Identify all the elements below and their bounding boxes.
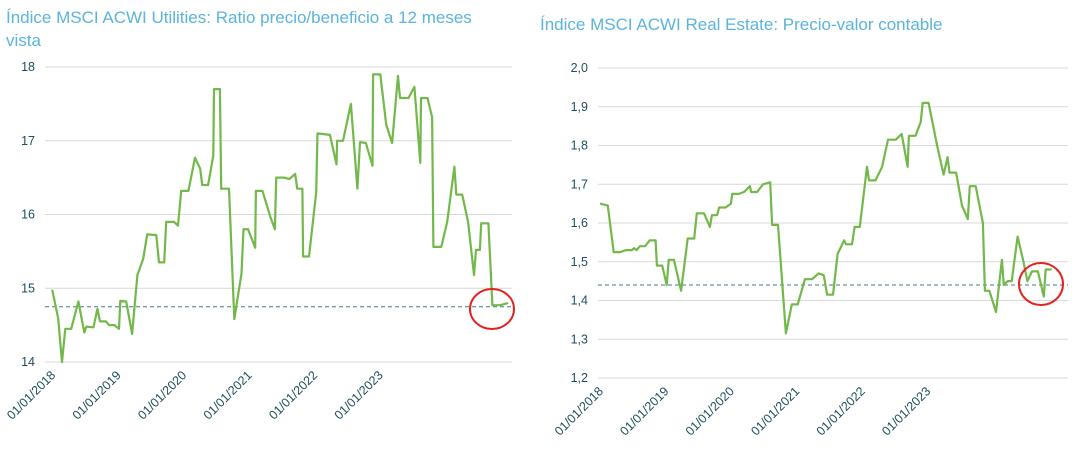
y-tick-label: 17 xyxy=(21,134,35,148)
y-tick-label: 1,2 xyxy=(571,371,588,385)
chart-title: Índice MSCI ACWI Real Estate: Precio-val… xyxy=(540,15,943,34)
y-tick-label: 1,7 xyxy=(571,177,588,191)
y-tick-label: 14 xyxy=(21,355,35,369)
data-line xyxy=(599,101,1052,335)
y-tick-label: 1,6 xyxy=(571,216,588,230)
highlight-circle xyxy=(469,288,515,330)
y-tick-label: 18 xyxy=(21,60,35,74)
x-tick-label: 01/01/2022 xyxy=(814,384,868,438)
x-tick-label: 01/01/2019 xyxy=(70,368,124,422)
x-tick-label: 01/01/2021 xyxy=(748,384,802,438)
x-tick-label: 01/01/2023 xyxy=(332,368,386,422)
y-tick-label: 1,4 xyxy=(571,294,588,308)
x-tick-label: 01/01/2018 xyxy=(4,368,58,422)
chart-title: Índice MSCI ACWI Utilities: Ratio precio… xyxy=(6,8,472,50)
y-tick-label: 2,0 xyxy=(571,61,588,75)
y-tick-label: 1,8 xyxy=(571,139,588,153)
x-tick-label: 01/01/2022 xyxy=(266,368,320,422)
y-tick-label: 1,5 xyxy=(571,255,588,269)
x-tick-label: 01/01/2020 xyxy=(135,368,189,422)
y-tick-label: 1,3 xyxy=(571,332,588,346)
y-tick-label: 15 xyxy=(21,281,35,295)
highlight-circle xyxy=(1018,262,1064,306)
y-tick-label: 1,9 xyxy=(571,100,588,114)
x-tick-label: 01/01/2021 xyxy=(201,368,255,422)
x-tick-label: 01/01/2019 xyxy=(617,384,671,438)
x-tick-label: 01/01/2023 xyxy=(879,384,933,438)
y-tick-label: 16 xyxy=(21,208,35,222)
x-tick-label: 01/01/2018 xyxy=(552,384,606,438)
x-tick-label: 01/01/2020 xyxy=(683,384,737,438)
data-line xyxy=(51,73,509,364)
